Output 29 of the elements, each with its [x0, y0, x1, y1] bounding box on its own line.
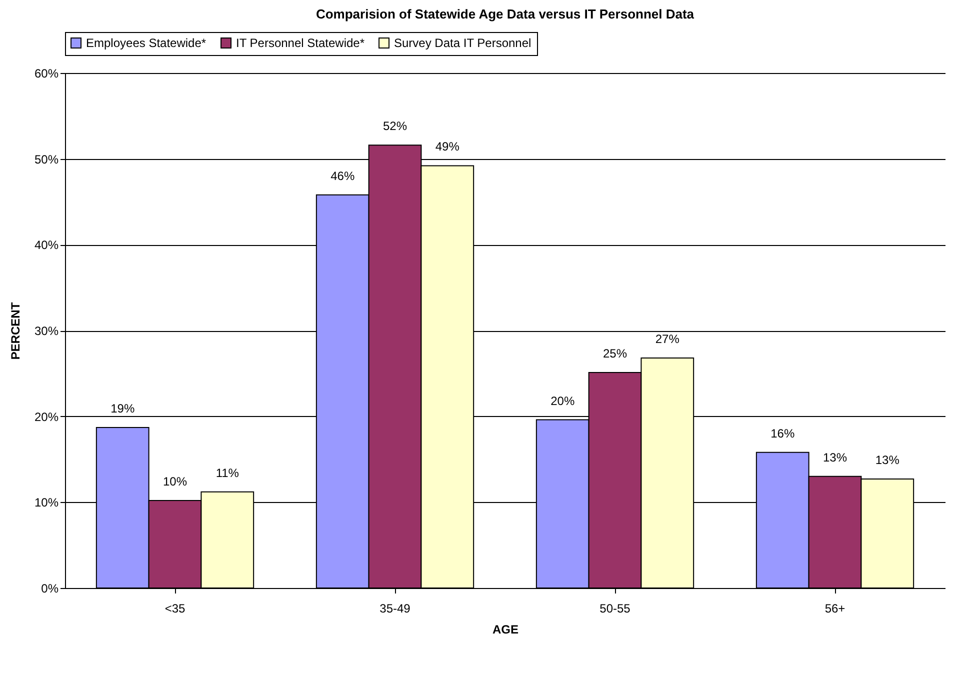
data-label: 52%: [382, 119, 408, 134]
y-tick-label: 40%: [34, 238, 59, 252]
data-label: 13%: [875, 452, 900, 467]
x-tick-label: <35: [164, 602, 186, 616]
data-label: 13%: [822, 450, 848, 464]
y-tick-label: 50%: [34, 152, 59, 166]
legend-label: Employees Statewide*: [86, 36, 206, 50]
data-label: 19%: [110, 401, 135, 416]
x-tick-label: 56+: [824, 602, 846, 616]
y-tick-label: 10%: [34, 496, 59, 510]
y-axis-title: PERCENT: [8, 302, 22, 360]
y-tick-label: 30%: [34, 324, 59, 338]
data-label: 46%: [330, 168, 355, 183]
data-label: 49%: [435, 140, 460, 154]
legend-label: IT Personnel Statewide*: [236, 36, 365, 50]
chart-title: Comparision of Statewide Age Data versus IT Personnel Data: [316, 6, 695, 22]
data-label: 27%: [655, 332, 680, 346]
x-tick-label: 35-49: [380, 602, 411, 616]
data-label: 20%: [550, 394, 575, 408]
data-label: 16%: [770, 426, 795, 440]
y-tick-label: 60%: [34, 66, 59, 80]
x-axis-title: AGE: [492, 622, 519, 636]
x-tick-label: 50-55: [600, 602, 631, 616]
y-tick-label: 0%: [41, 582, 59, 596]
legend-label: Survey Data IT Personnel: [394, 36, 532, 50]
y-tick-label: 20%: [34, 410, 59, 424]
data-label: 25%: [602, 346, 628, 361]
data-label: 11%: [216, 466, 240, 480]
data-label: 10%: [162, 474, 188, 488]
